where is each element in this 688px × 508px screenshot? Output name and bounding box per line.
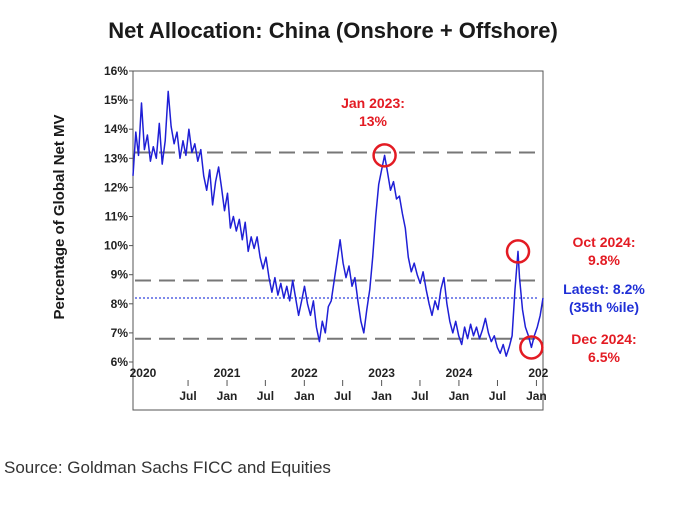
y-tick-label: 13% [104, 151, 128, 165]
y-tick-label: 9% [111, 268, 129, 282]
annotation-text: 9.8% [588, 252, 620, 268]
y-axis: 6% 7% 8% 9% 10% 11% 12% 13% 14% 15% 16% [104, 64, 133, 369]
x-month-label: Jan [294, 389, 315, 403]
line-chart: Net Allocation: China (Onshore + Offshor… [51, 18, 645, 411]
y-tick-label: 10% [104, 239, 128, 253]
highlight-markers [372, 143, 544, 360]
annotations: Jan 2023: 13% Oct 2024: 9.8% Latest: 8.2% (35… [341, 95, 645, 365]
x-year-label: 2024 [446, 366, 473, 380]
y-tick-label: 7% [111, 326, 129, 340]
x-month-label: Jan [449, 389, 470, 403]
x-month-label: Jul [257, 389, 274, 403]
x-year-label: 2020 [130, 366, 157, 380]
x-year-label: 2021 [214, 366, 241, 380]
x-year-label: 2022 [291, 366, 318, 380]
highlight-circle [505, 239, 531, 264]
annotation-text: (35th %ile) [569, 299, 639, 315]
source-note: Source: Goldman Sachs FICC and Equities [4, 458, 331, 477]
y-tick-label: 15% [104, 93, 128, 107]
x-month-label: Jul [179, 389, 196, 403]
x-month-label: Jan [217, 389, 238, 403]
y-tick-label: 14% [104, 122, 128, 136]
x-month-label: Jul [411, 389, 428, 403]
annotation-text: 13% [359, 113, 388, 129]
y-tick-label: 8% [111, 297, 129, 311]
x-year-label: 2023 [368, 366, 395, 380]
y-tick-label: 12% [104, 180, 128, 194]
chart-title: Net Allocation: China (Onshore + Offshor… [108, 18, 558, 43]
x-month-label: Jul [489, 389, 506, 403]
highlight-circle [519, 335, 544, 360]
x-year-label: 202 [528, 366, 548, 380]
annotation-text: 6.5% [588, 349, 620, 365]
annotation-text: Oct 2024: [572, 234, 635, 250]
series [132, 90, 544, 357]
y-tick-label: 6% [111, 355, 129, 369]
reference-lines [135, 151, 539, 340]
x-month-label: Jan [526, 389, 547, 403]
highlight-circle [372, 143, 397, 168]
plot-frame [132, 70, 544, 411]
x-axis: 2020 2021 2022 2023 2024 202 Jul Jan Jul Jan Jul Ja… [130, 366, 549, 403]
annotation-text: Dec 2024: [571, 331, 636, 347]
y-tick-label: 16% [104, 64, 128, 78]
series-line [132, 90, 544, 357]
y-axis-label: Percentage of Global Net MV [51, 114, 68, 319]
annotation-text: Jan 2023: [341, 95, 405, 111]
annotation-text: Latest: 8.2% [563, 281, 645, 297]
x-month-label: Jan [371, 389, 392, 403]
y-tick-label: 11% [105, 210, 129, 224]
x-month-label: Jul [334, 389, 351, 403]
